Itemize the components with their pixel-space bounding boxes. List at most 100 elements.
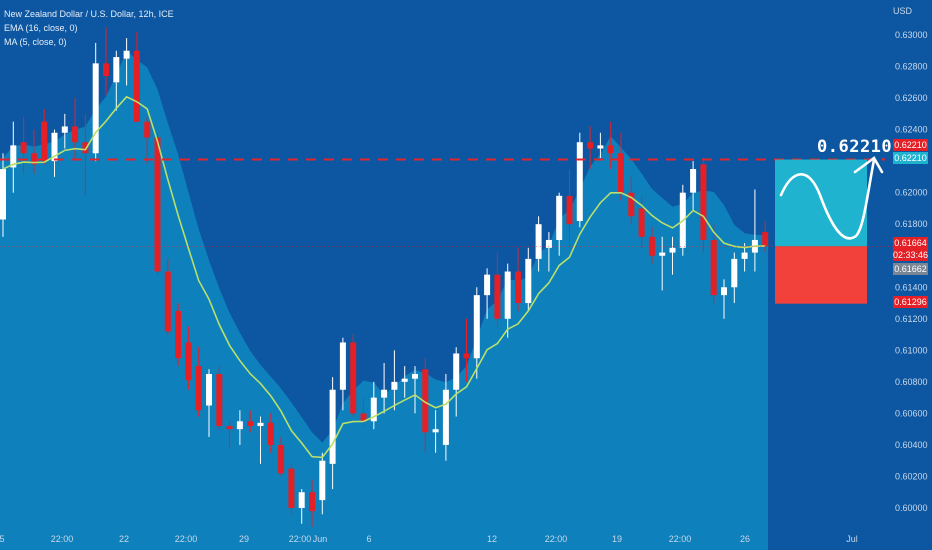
bull-candle[interactable] (319, 460, 326, 501)
bull-candle[interactable] (484, 274, 491, 296)
bull-candle[interactable] (391, 381, 398, 390)
time-tick-label: 22:00 (175, 534, 198, 544)
bull-candle[interactable] (381, 389, 388, 398)
forecast-arrow-icon (853, 156, 884, 174)
ema-line (2, 95, 766, 459)
price-tick-label: 0.63000 (895, 30, 928, 40)
bear-candle[interactable] (309, 492, 315, 512)
bull-candle[interactable] (92, 63, 99, 154)
bear-candle[interactable] (515, 271, 521, 304)
price-tick-label: 0.61000 (895, 345, 928, 355)
bear-candle[interactable] (350, 342, 357, 414)
bull-candle[interactable] (442, 389, 449, 445)
bear-candle[interactable] (72, 126, 79, 143)
bear-candle[interactable] (587, 142, 594, 149)
bear-candle[interactable] (494, 274, 501, 319)
bull-candle[interactable] (10, 145, 17, 168)
bull-candle[interactable] (741, 252, 748, 259)
ema-indicator-label[interactable]: EMA (16, close, 0) (4, 23, 78, 33)
bull-candle[interactable] (257, 422, 264, 427)
bear-candle[interactable] (247, 421, 254, 427)
bull-candle[interactable] (51, 132, 58, 162)
bear-candle[interactable] (422, 369, 429, 433)
bull-candle[interactable] (669, 247, 676, 253)
bear-candle[interactable] (762, 232, 769, 247)
ma-indicator-label[interactable]: MA (5, close, 0) (4, 37, 67, 47)
bull-candle[interactable] (453, 353, 460, 390)
candle-countdown: 02:33:46 (893, 249, 929, 261)
time-tick-label: 19 (612, 534, 622, 544)
bear-candle[interactable] (226, 426, 233, 430)
bear-candle[interactable] (566, 195, 573, 225)
bear-candle[interactable] (175, 310, 182, 359)
bull-candle[interactable] (597, 145, 604, 149)
price-tick-label: 0.62400 (895, 125, 928, 135)
time-axis[interactable]: 5 22:00 22 22:00 29 22:00 Jun 6 12 22:00 19 22:00 26… (0, 534, 858, 544)
bear-candle[interactable] (195, 366, 202, 411)
price-axis[interactable]: 0.630000.628000.626000.624000.622000.620… (895, 30, 928, 513)
bear-candle[interactable] (144, 121, 151, 138)
bear-candle[interactable] (216, 373, 223, 427)
bull-candle[interactable] (659, 252, 666, 256)
forecast-wave (779, 158, 876, 240)
bull-candle[interactable] (236, 421, 243, 430)
bull-candle[interactable] (504, 271, 511, 319)
bear-candle[interactable] (267, 422, 274, 445)
bull-candle[interactable] (206, 373, 212, 406)
bear-candle[interactable] (278, 444, 285, 474)
bear-candle[interactable] (463, 353, 470, 359)
bear-candle[interactable] (103, 63, 109, 76)
bull-candle[interactable] (535, 224, 542, 259)
price-tick-label: 0.62600 (895, 93, 928, 103)
bear-candle[interactable] (360, 413, 367, 422)
bear-candle[interactable] (185, 342, 192, 381)
bear-candle[interactable] (288, 468, 295, 508)
bear-candle[interactable] (164, 271, 171, 332)
stop-price-tag: 0.61296 (893, 296, 928, 308)
bear-candle[interactable] (20, 142, 27, 154)
price-tick-label: 0.60800 (895, 377, 928, 387)
bull-candle[interactable] (370, 397, 377, 422)
bull-candle[interactable] (298, 492, 305, 508)
bear-candle[interactable] (638, 208, 645, 237)
bear-candle[interactable] (607, 145, 614, 154)
time-tick-label: 22:00 (669, 534, 692, 544)
symbol-title[interactable]: New Zealand Dollar / U.S. Dollar, 12h, I… (4, 9, 174, 19)
bear-candle[interactable] (154, 137, 161, 272)
bull-candle[interactable] (0, 169, 6, 220)
bull-candle[interactable] (113, 57, 120, 83)
chart-legend: New Zealand Dollar / U.S. Dollar, 12h, I… (4, 7, 174, 49)
bull-candle[interactable] (690, 169, 697, 193)
bull-candle[interactable] (123, 50, 130, 59)
time-tick-label: 26 (740, 534, 750, 544)
bull-candle[interactable] (473, 295, 480, 359)
target-price-label: 0.62210 (817, 137, 893, 157)
bull-candle[interactable] (329, 389, 336, 464)
bear-candle[interactable] (41, 121, 48, 162)
price-tick-label: 0.60600 (895, 408, 928, 418)
bull-candle[interactable] (339, 342, 346, 390)
bull-candle[interactable] (545, 239, 552, 248)
time-tick-label: 6 (366, 534, 371, 544)
bear-candle[interactable] (133, 50, 140, 122)
bear-candle[interactable] (700, 164, 707, 240)
bear-candle[interactable] (30, 153, 37, 165)
bull-candle[interactable] (432, 429, 439, 433)
bull-candle[interactable] (401, 378, 408, 382)
stop-loss-zone (775, 246, 867, 304)
bull-candle[interactable] (412, 373, 418, 379)
bull-candle[interactable] (525, 258, 532, 304)
bull-candle[interactable] (61, 126, 68, 133)
bear-candle[interactable] (628, 192, 635, 217)
bear-candle[interactable] (82, 142, 89, 154)
bull-candle[interactable] (576, 142, 583, 222)
price-tick-label: 0.62800 (895, 62, 928, 72)
bear-candle[interactable] (618, 153, 624, 193)
bull-candle[interactable] (721, 287, 727, 296)
bull-candle[interactable] (556, 195, 563, 240)
time-tick-label: 22 (119, 534, 129, 544)
bear-candle[interactable] (648, 236, 655, 256)
bull-candle[interactable] (731, 258, 738, 288)
bear-candle[interactable] (710, 239, 717, 296)
